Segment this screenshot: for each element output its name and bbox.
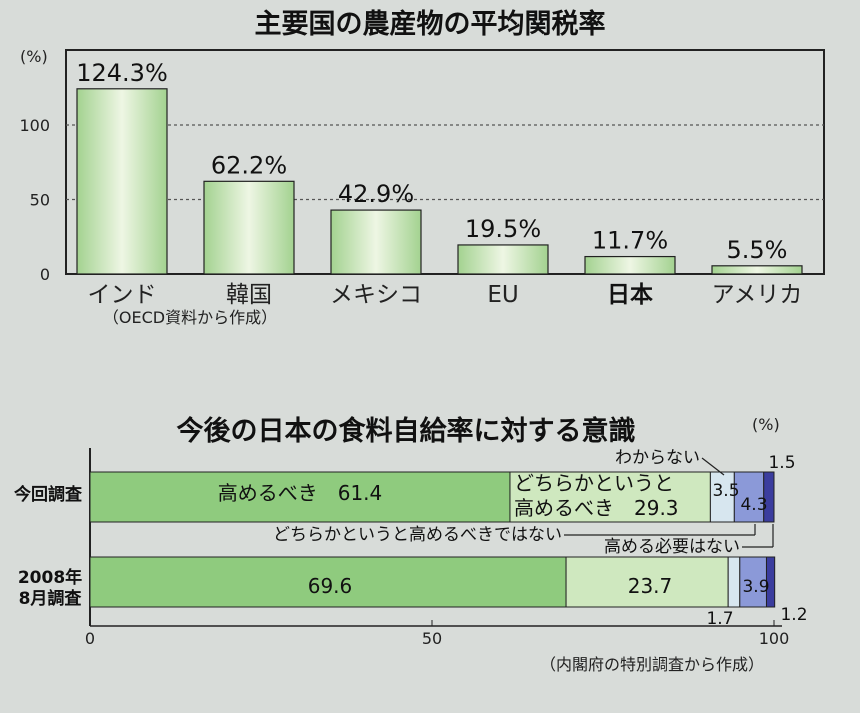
- chart1-value-label: 11.7%: [592, 227, 668, 255]
- chart1-category-labels: インド 韓国 メキシコ EU 日本 アメリカ: [88, 282, 803, 308]
- chart2-segment: [89, 556, 567, 608]
- row1-seg3-label: 3.5: [712, 481, 739, 501]
- chart2-unit: (%): [752, 415, 780, 434]
- chart1-bar: [203, 180, 295, 275]
- chart2-segments: [89, 471, 776, 626]
- chart1-value-label: 19.5%: [465, 215, 541, 243]
- chart2-source-note: （内閣府の特別調査から作成）: [540, 655, 764, 674]
- chart2-segment: [765, 556, 776, 608]
- chart1-bar: [457, 244, 549, 275]
- callout-wakaranai-leader: [701, 457, 725, 476]
- chart2-segment: [89, 471, 511, 523]
- chart1-category-label: インド: [88, 282, 157, 308]
- chart1-gridlines: [66, 124, 824, 201]
- chart1-value-label: 42.9%: [338, 180, 414, 208]
- chart2-segment: [739, 556, 767, 608]
- chart2-xtick: 50: [422, 629, 442, 648]
- chart1-bar: [584, 255, 676, 275]
- chart1-source-note: （OECD資料から作成）: [103, 308, 277, 327]
- chart2-xtick: 0: [85, 629, 95, 648]
- callout-not-needed: 高める必要はない: [604, 537, 740, 557]
- chart1-bar: [711, 265, 803, 275]
- chart2-segment: [733, 471, 765, 523]
- chart1-ytick: 100: [19, 116, 50, 135]
- chart1-unit: (%): [20, 47, 48, 66]
- row2-seg5-label: 1.2: [780, 605, 807, 625]
- chart1-category-label: アメリカ: [712, 282, 803, 308]
- chart2-segment: [509, 471, 711, 523]
- chart1-ytick: 0: [40, 265, 50, 284]
- row2-seg4-label: 3.9: [742, 577, 769, 597]
- chart1-category-label-highlight: 日本: [607, 282, 653, 308]
- chart1-ytick: 50: [30, 191, 50, 210]
- chart2-segment: [763, 471, 775, 523]
- chart2-row-label: 今回調査: [14, 484, 83, 505]
- chart1-bars: [76, 88, 803, 275]
- row1-seg2-label-line2: 高めるべき 29.3: [514, 496, 679, 520]
- chart2-x-ticks: 0 50 100: [85, 629, 789, 648]
- row2-seg1-label: 69.6: [308, 574, 353, 598]
- chart1-value-label: 62.2%: [211, 151, 287, 179]
- chart1-value-labels: 124.3% 62.2% 42.9% 19.5% 11.7% 5.5%: [76, 59, 787, 264]
- chart2-title: 今後の日本の食料自給率に対する意識: [177, 415, 636, 447]
- chart1-category-label: EU: [487, 282, 518, 308]
- callout-wakaranai: わからない: [615, 448, 700, 468]
- chart2-row-label: 2008年: [18, 567, 82, 588]
- callout-dochiraka-not: どちらかというと高めるべきではない: [273, 525, 562, 545]
- row1-seg2-label-line1: どちらかというと: [514, 471, 674, 495]
- chart1-title: 主要国の農産物の平均関税率: [255, 8, 606, 40]
- chart1-value-label: 124.3%: [76, 59, 168, 87]
- row1-seg1-label: 高めるべき 61.4: [218, 481, 383, 505]
- chart1-bar: [330, 209, 422, 275]
- chart2-row-label: 8月調査: [19, 588, 83, 609]
- chart2-segment: [727, 556, 741, 608]
- chart2-segment: [565, 556, 729, 608]
- row1-seg4-label: 4.3: [740, 495, 767, 515]
- chart1-y-ticks: 0 50 100: [19, 116, 50, 284]
- chart2-xtick: 100: [759, 629, 790, 648]
- chart1-category-label: メキシコ: [330, 282, 422, 308]
- chart1-category-label: 韓国: [226, 282, 272, 308]
- row1-seg5-label: 1.5: [768, 453, 795, 473]
- chart1-value-label: 5.5%: [727, 236, 788, 264]
- row2-seg2-label: 23.7: [628, 574, 673, 598]
- row2-seg3-label: 1.7: [706, 609, 733, 629]
- chart1-frame: [65, 49, 825, 275]
- chart1-bar: [76, 88, 168, 275]
